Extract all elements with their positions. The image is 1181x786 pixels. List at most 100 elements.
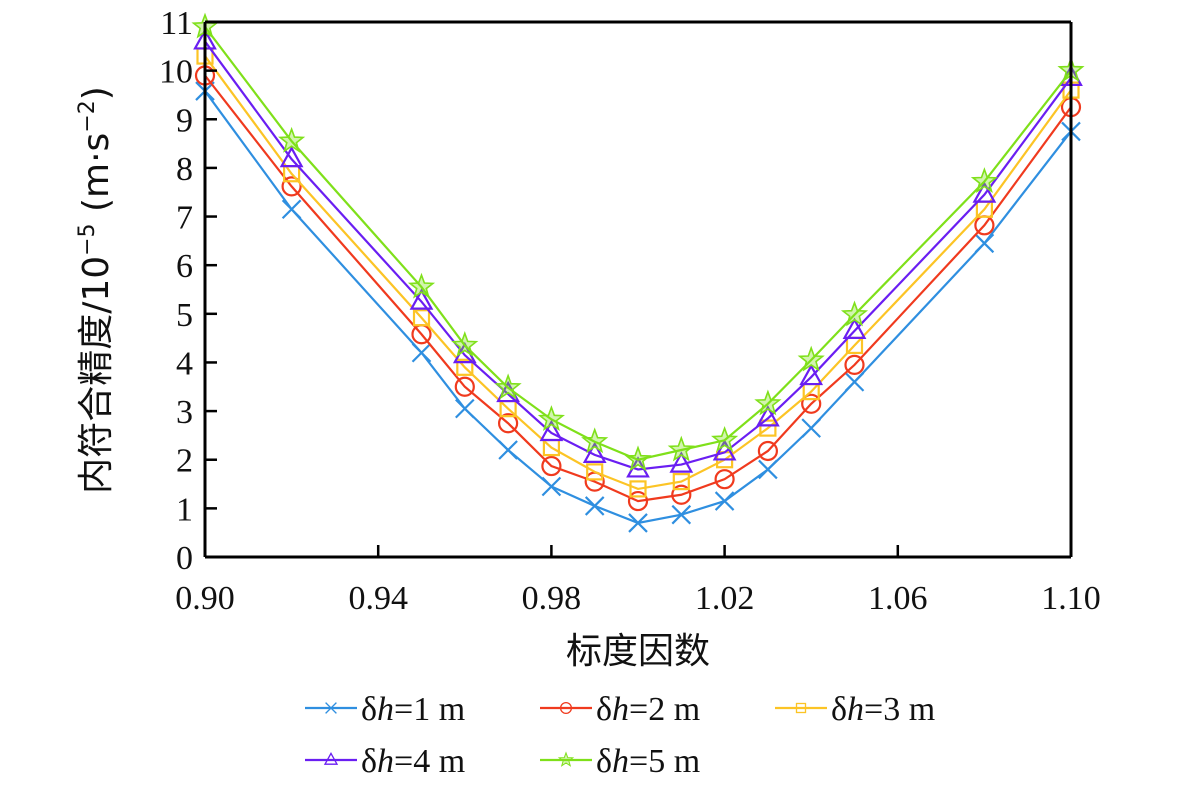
legend-label: δh=2 m bbox=[596, 691, 700, 728]
data-point-circle bbox=[757, 440, 779, 462]
y-tick-label: 5 bbox=[176, 297, 193, 334]
data-point-circle bbox=[454, 376, 475, 397]
data-point-star bbox=[451, 331, 479, 357]
y-tick-label: 1 bbox=[176, 491, 193, 528]
legend-label: δh=3 m bbox=[831, 691, 935, 728]
data-point-square bbox=[629, 480, 647, 498]
data-point-star bbox=[407, 272, 436, 299]
data-point-star bbox=[711, 425, 739, 452]
data-point-circle bbox=[541, 455, 562, 477]
y-tick-label: 9 bbox=[176, 102, 193, 139]
legend-marker-square bbox=[795, 702, 807, 714]
data-point-x bbox=[671, 504, 692, 525]
x-tick-label: 0.94 bbox=[348, 580, 408, 617]
data-point-circle bbox=[281, 176, 302, 197]
data-point-circle bbox=[498, 413, 519, 434]
legend-label: δh=4 m bbox=[361, 743, 465, 780]
x-tick-label: 0.90 bbox=[175, 580, 235, 617]
data-point-star bbox=[278, 126, 306, 153]
data-point-triangle bbox=[669, 451, 694, 473]
ticks-layer: 0 1 2 3 4 5 6 7 8 9 10 11 0.90 0.94 0.98 1.02 1.06 1.10 bbox=[159, 5, 1101, 617]
legend-marker-circle bbox=[559, 701, 573, 715]
data-point-triangle bbox=[712, 439, 737, 461]
data-point-star bbox=[754, 389, 782, 416]
series-1 bbox=[195, 81, 1081, 533]
y-axis-title-prefix: 内符合精度/10 bbox=[76, 256, 117, 494]
legend-item: δh=1 m bbox=[305, 691, 465, 728]
data-point-x bbox=[714, 491, 735, 511]
data-point-star bbox=[667, 435, 695, 462]
y-tick-label: 11 bbox=[160, 5, 193, 42]
series-line bbox=[204, 40, 1072, 471]
y-axis-title: 内符合精度/10−5 (m·s−2) bbox=[75, 86, 117, 494]
data-point-star bbox=[840, 300, 869, 327]
data-point-star bbox=[494, 373, 522, 400]
data-point-triangle bbox=[279, 145, 304, 168]
data-point-square bbox=[586, 463, 604, 481]
data-point-circle bbox=[671, 484, 692, 505]
data-point-x bbox=[584, 496, 605, 516]
series-line bbox=[204, 26, 1072, 461]
x-tick-label: 1.10 bbox=[1041, 580, 1101, 617]
x-tick-label: 0.98 bbox=[522, 580, 582, 617]
series-3 bbox=[196, 47, 1080, 498]
data-point-triangle bbox=[539, 419, 564, 442]
legend-marker-x bbox=[325, 702, 337, 714]
y-tick-label: 2 bbox=[176, 443, 193, 480]
data-point-triangle bbox=[756, 405, 780, 427]
data-point-star bbox=[970, 167, 998, 194]
axes-layer bbox=[203, 20, 1073, 559]
legend-item: δh=3 m bbox=[775, 691, 935, 728]
y-axis-title-unit-exponent: −2 bbox=[75, 100, 100, 132]
legend-item: δh=2 m bbox=[540, 691, 700, 728]
legend: δh=1 m δh=2 m δh=3 m δh=4 m δh=5 m bbox=[305, 691, 935, 780]
series-line bbox=[204, 55, 1072, 491]
data-point-x bbox=[281, 199, 302, 220]
data-point-x bbox=[498, 440, 518, 460]
data-point-star bbox=[537, 405, 565, 431]
legend-item: δh=5 m bbox=[540, 743, 700, 780]
data-point-star bbox=[797, 345, 825, 372]
y-tick-label: 4 bbox=[176, 345, 193, 382]
series-2 bbox=[194, 65, 1082, 512]
data-point-x bbox=[541, 476, 562, 497]
data-point-square bbox=[456, 358, 474, 376]
legend-label: δh=5 m bbox=[596, 743, 700, 780]
series-5 bbox=[191, 12, 1085, 472]
data-point-star bbox=[624, 445, 652, 472]
data-point-x bbox=[801, 418, 821, 438]
data-point-triangle bbox=[799, 363, 824, 386]
y-axis-title-unit-close: ) bbox=[76, 86, 117, 100]
data-point-triangle bbox=[972, 181, 997, 203]
data-point-x bbox=[844, 372, 865, 392]
data-point-x bbox=[455, 398, 475, 419]
data-point-x bbox=[758, 459, 778, 480]
legend-item: δh=4 m bbox=[305, 743, 465, 780]
series-4 bbox=[193, 28, 1083, 478]
y-tick-label: 6 bbox=[176, 248, 193, 285]
y-axis-title-exponent: −5 bbox=[75, 223, 100, 255]
data-point-x bbox=[411, 342, 432, 363]
data-point-square bbox=[759, 419, 777, 437]
legend-marker-triangle bbox=[323, 752, 339, 765]
series-line bbox=[204, 74, 1072, 503]
y-tick-label: 10 bbox=[159, 54, 193, 91]
data-point-star bbox=[581, 427, 609, 454]
data-point-x bbox=[974, 233, 995, 254]
y-axis-title-unit: (m·s bbox=[76, 133, 117, 224]
data-point-triangle bbox=[582, 441, 607, 463]
data-point-circle bbox=[627, 490, 649, 512]
legend-label: δh=1 m bbox=[361, 691, 465, 728]
y-tick-label: 3 bbox=[176, 394, 193, 431]
legend-marker-star bbox=[557, 751, 575, 767]
data-point-circle bbox=[714, 469, 735, 490]
y-tick-label: 0 bbox=[176, 540, 193, 577]
data-point-triangle bbox=[409, 288, 434, 310]
x-axis-title: 标度因数 bbox=[566, 631, 710, 672]
data-point-triangle bbox=[842, 317, 867, 339]
data-point-square bbox=[412, 309, 431, 327]
y-tick-label: 7 bbox=[176, 200, 193, 237]
data-point-circle bbox=[844, 354, 865, 375]
x-tick-label: 1.02 bbox=[695, 580, 755, 617]
